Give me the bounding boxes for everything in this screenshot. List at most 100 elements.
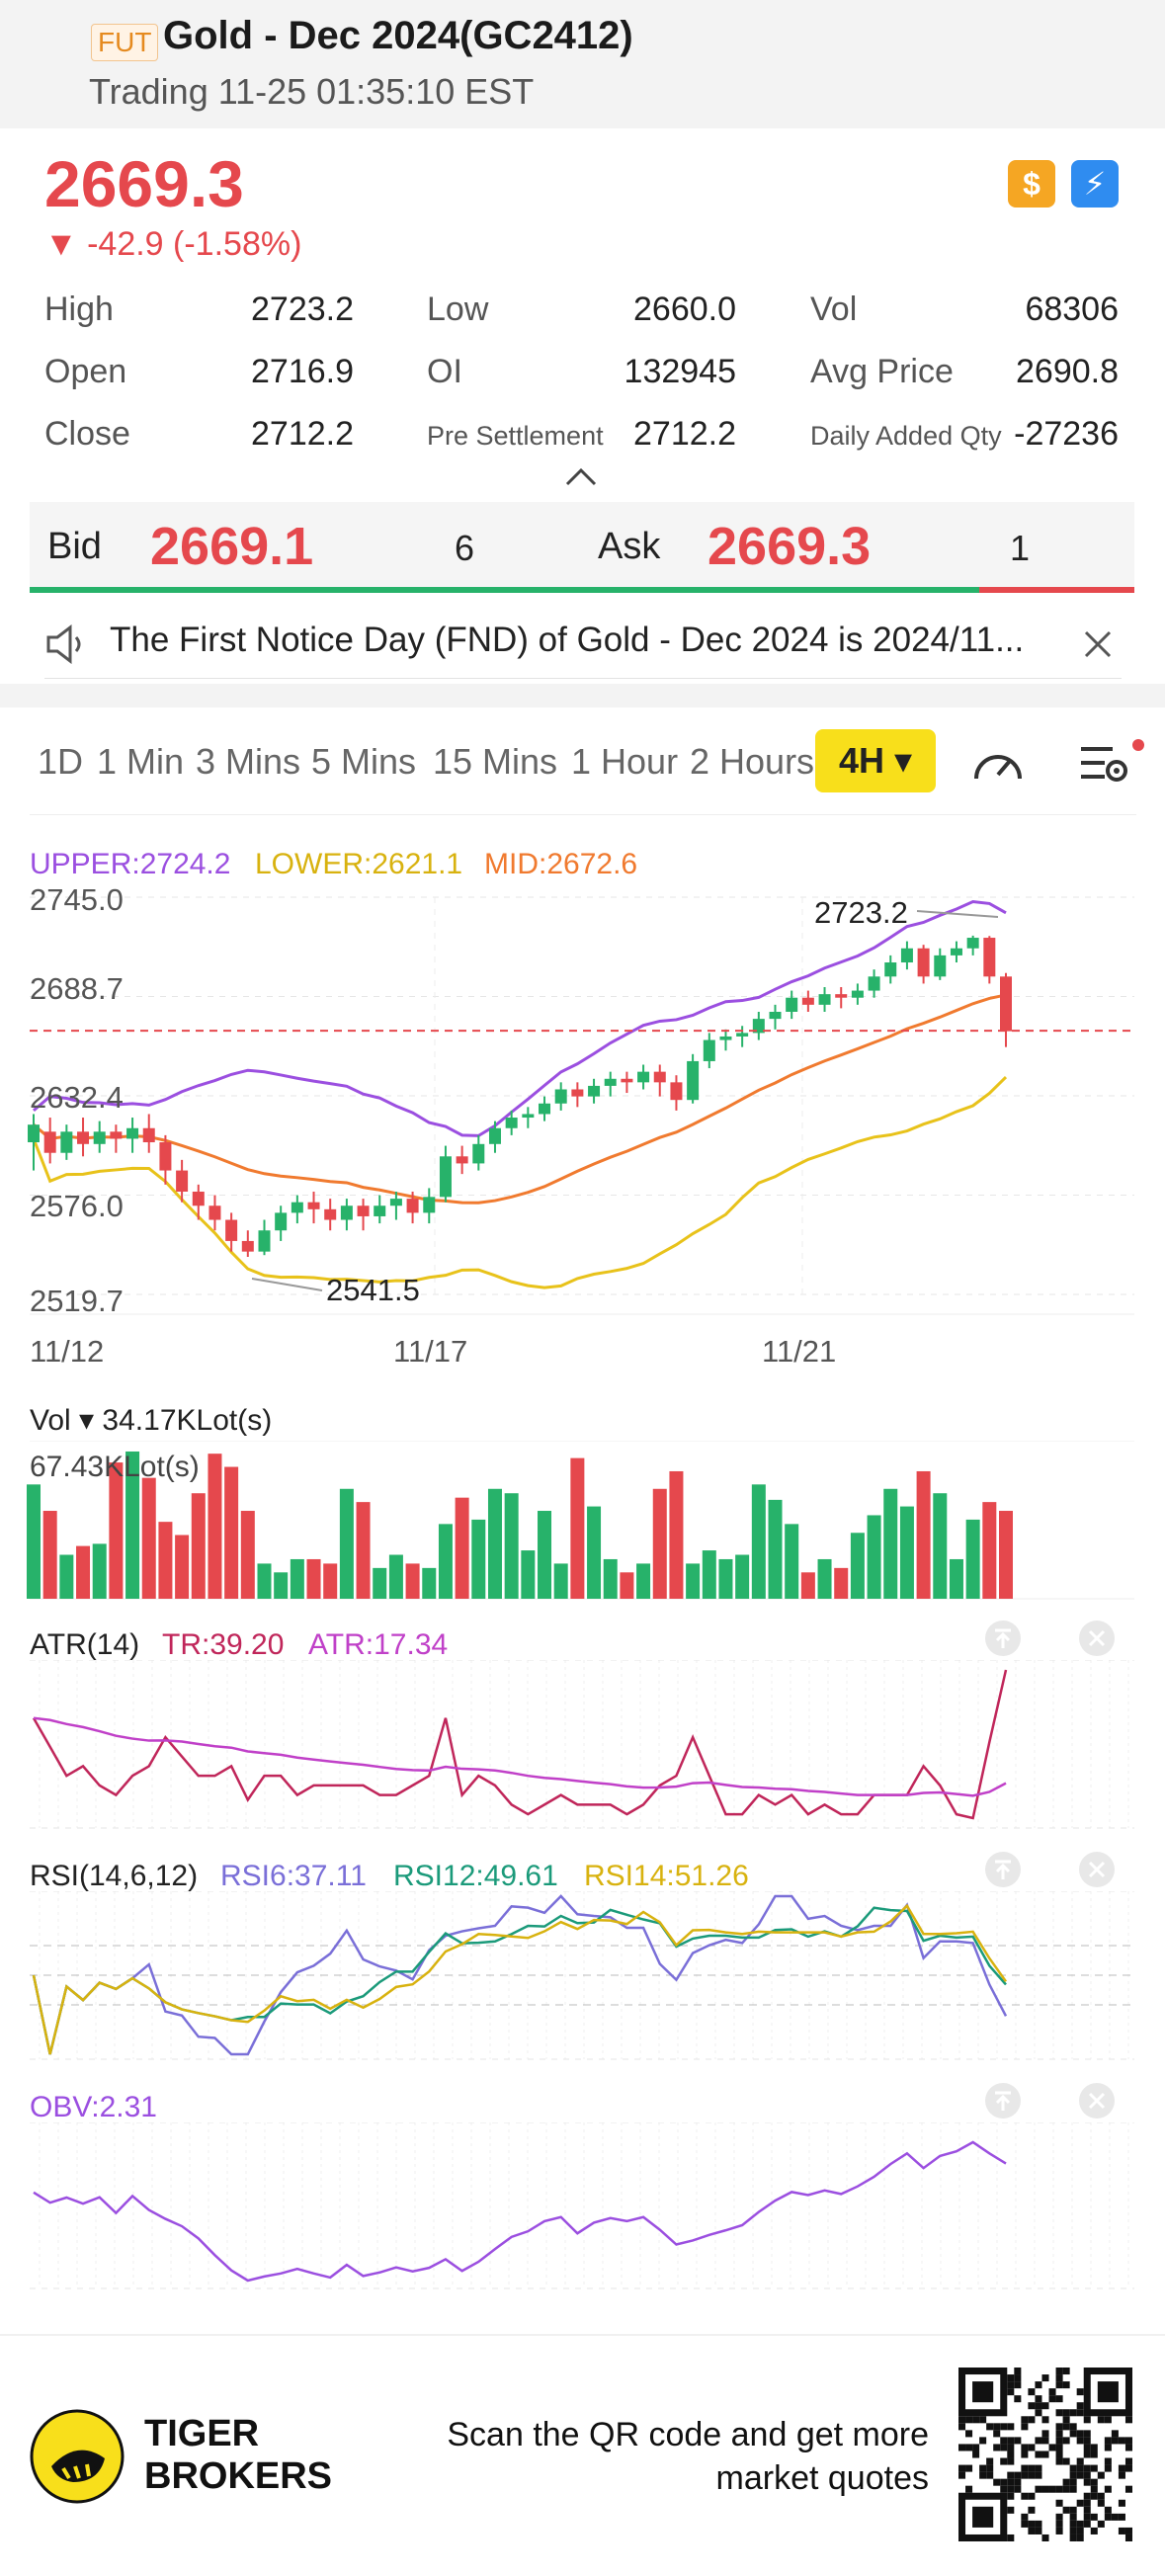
notice-banner[interactable]: The First Notice Day (FND) of Gold - Dec… bbox=[44, 613, 1122, 679]
qr-module bbox=[1076, 2464, 1084, 2472]
qr-module bbox=[1007, 2388, 1015, 2396]
candle-body bbox=[340, 1205, 353, 1220]
speedometer-icon[interactable] bbox=[968, 737, 1028, 787]
qr-module bbox=[1083, 2478, 1091, 2486]
candle-body bbox=[588, 1085, 601, 1097]
qr-module bbox=[1062, 2485, 1070, 2493]
remove-indicator-icon[interactable] bbox=[1077, 1619, 1117, 1658]
qr-module bbox=[1104, 2464, 1112, 2472]
volume-bar bbox=[125, 1451, 140, 1599]
volume-label[interactable]: Vol ▾ 34.17KLot(s) bbox=[30, 1404, 273, 1437]
candle-body bbox=[225, 1219, 238, 1241]
qr-module bbox=[1124, 2457, 1132, 2465]
stat-value: 2660.0 bbox=[633, 291, 736, 328]
price-axis-label: 2576.0 bbox=[30, 1189, 124, 1223]
volume-bar bbox=[373, 1567, 387, 1599]
bid-ask-bar[interactable]: Bid 2669.1 6 Ask 2669.3 1 bbox=[30, 502, 1134, 593]
candle-body bbox=[818, 994, 831, 1005]
volume-bar bbox=[175, 1535, 190, 1599]
price-axis-label: 2632.4 bbox=[30, 1080, 124, 1115]
candle-body bbox=[488, 1127, 501, 1144]
candle-body bbox=[687, 1060, 700, 1101]
volume-bar bbox=[834, 1567, 849, 1599]
volume-bar bbox=[92, 1543, 107, 1599]
tab-5mins[interactable]: 5 Mins bbox=[311, 741, 417, 782]
qr-module bbox=[1083, 2471, 1091, 2479]
close-icon[interactable] bbox=[1082, 628, 1114, 660]
atr-line bbox=[33, 1716, 1007, 1797]
qr-module bbox=[1048, 2395, 1056, 2403]
qr-module bbox=[1118, 2513, 1125, 2521]
qr-module bbox=[1097, 2499, 1105, 2507]
tab-1hour[interactable]: 1 Hour bbox=[571, 741, 679, 782]
qr-module bbox=[1035, 2527, 1042, 2534]
qr-module bbox=[1062, 2368, 1070, 2375]
low-annotation: 2541.5 bbox=[326, 1273, 420, 1307]
qr-module bbox=[1035, 2485, 1042, 2493]
qr-module bbox=[1055, 2437, 1063, 2445]
qr-module bbox=[1007, 2437, 1015, 2445]
chart-settings-icon[interactable] bbox=[1077, 737, 1146, 789]
high-annotation: 2723.2 bbox=[814, 895, 908, 930]
rsi14-value: RSI14:51.26 bbox=[584, 1860, 749, 1892]
qr-module bbox=[1055, 2381, 1063, 2389]
qr-module bbox=[1118, 2527, 1125, 2534]
qr-module bbox=[1069, 2485, 1077, 2493]
pin-top-icon[interactable] bbox=[983, 2081, 1023, 2120]
dollar-icon[interactable]: $ bbox=[1008, 160, 1055, 208]
tab-1min[interactable]: 1 Min bbox=[97, 741, 185, 782]
qr-module bbox=[1104, 2416, 1112, 2424]
qr-module bbox=[958, 2444, 966, 2451]
qr-module bbox=[1076, 2437, 1084, 2445]
tab-15mins[interactable]: 15 Mins bbox=[433, 741, 558, 782]
stat-value: 2716.9 bbox=[251, 353, 354, 390]
qr-module bbox=[1090, 2451, 1098, 2458]
qr-module bbox=[1083, 2451, 1091, 2458]
qr-module bbox=[1055, 2444, 1063, 2451]
pin-top-icon[interactable] bbox=[983, 1619, 1023, 1658]
qr-module bbox=[1083, 2499, 1091, 2507]
remove-indicator-icon[interactable] bbox=[1077, 2081, 1117, 2120]
pin-top-icon[interactable] bbox=[983, 1850, 1023, 1889]
volume-bar bbox=[686, 1563, 701, 1599]
candle-body bbox=[554, 1089, 567, 1104]
candle-body bbox=[868, 976, 880, 991]
low-leader-line bbox=[251, 1278, 323, 1291]
tab-2hours[interactable]: 2 Hours bbox=[690, 741, 815, 782]
candle-body bbox=[752, 1019, 765, 1034]
qr-module bbox=[972, 2416, 980, 2424]
qr-module bbox=[1076, 2457, 1084, 2465]
qr-module bbox=[1035, 2471, 1042, 2479]
volume-chart bbox=[27, 1441, 1134, 1600]
qr-module bbox=[1124, 2485, 1132, 2493]
tab-1d[interactable]: 1D bbox=[38, 741, 84, 782]
ask-price: 2669.3 bbox=[707, 517, 872, 576]
qr-module bbox=[1062, 2409, 1070, 2417]
qr-module bbox=[1035, 2520, 1042, 2528]
flash-order-icon[interactable]: ⚡ bbox=[1071, 160, 1119, 208]
price-axis-label: 2745.0 bbox=[30, 882, 124, 917]
candle-body bbox=[28, 1124, 40, 1143]
rsi6-value: RSI6:37.11 bbox=[220, 1860, 367, 1892]
candle-body bbox=[719, 1036, 732, 1040]
obv-chart bbox=[30, 2122, 1134, 2289]
tab-4h-dropdown[interactable]: 4H ▾ bbox=[815, 729, 936, 792]
price-chart[interactable] bbox=[0, 879, 1165, 1354]
bid-label: Bid bbox=[47, 526, 102, 567]
qr-module bbox=[1014, 2395, 1022, 2403]
candle-body bbox=[110, 1131, 123, 1139]
collapse-chevron-icon[interactable] bbox=[563, 464, 599, 488]
remove-indicator-icon[interactable] bbox=[1077, 1850, 1117, 1889]
qr-module bbox=[1021, 2492, 1029, 2500]
volume-bar bbox=[471, 1519, 486, 1599]
volume-bar bbox=[603, 1558, 618, 1599]
stat-value: 2690.8 bbox=[1016, 353, 1119, 390]
qr-module bbox=[1076, 2402, 1084, 2410]
qr-module bbox=[1007, 2506, 1015, 2514]
tab-3mins[interactable]: 3 Mins bbox=[196, 741, 301, 782]
volume-bar bbox=[718, 1558, 733, 1599]
brand-line: TIGER bbox=[144, 2413, 260, 2454]
scan-line: market quotes bbox=[715, 2459, 929, 2497]
candle-body bbox=[126, 1127, 139, 1139]
volume-bar bbox=[817, 1558, 832, 1599]
